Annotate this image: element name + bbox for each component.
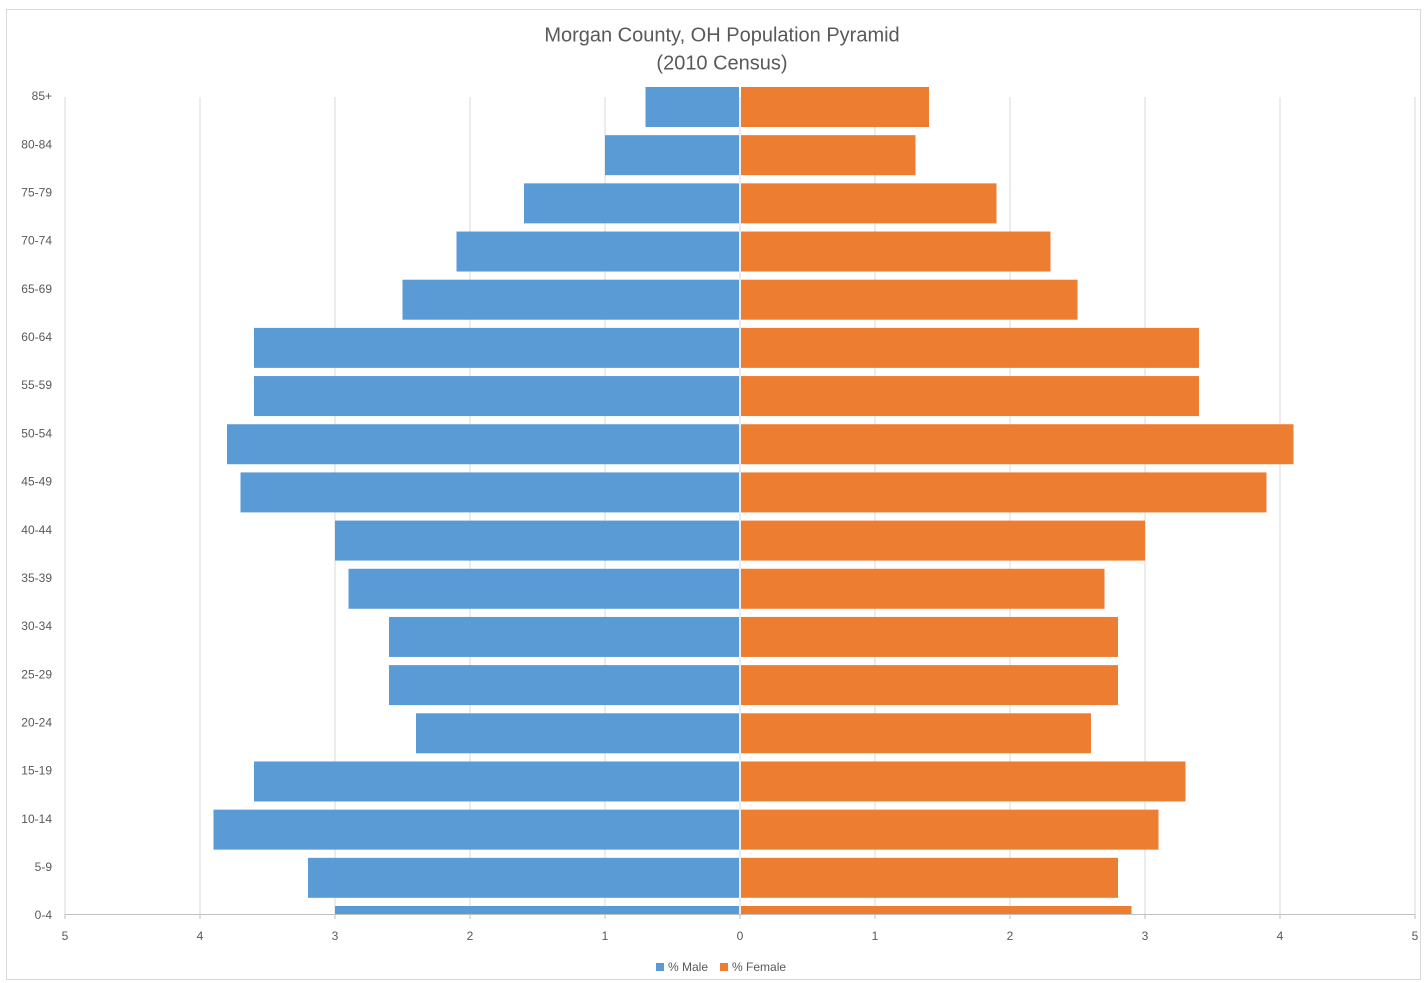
x-tick-label: 5 (62, 929, 69, 943)
bar (524, 183, 739, 224)
y-tick-label: 35-39 (21, 571, 52, 585)
bar (254, 376, 739, 417)
x-tick-label: 5 (1412, 929, 1419, 943)
bar (741, 809, 1159, 850)
bar (645, 87, 739, 127)
y-tick-label: 0-4 (35, 908, 53, 922)
y-tick-label: 20-24 (21, 715, 52, 729)
y-tick-label: 70-74 (21, 234, 52, 248)
x-tick-label: 1 (602, 929, 609, 943)
bar (389, 616, 739, 657)
bar (605, 135, 739, 176)
bar (741, 616, 1118, 657)
y-tick-label: 5-9 (35, 860, 53, 874)
legend-label: % Male (668, 960, 708, 974)
bar (348, 568, 739, 609)
bar (741, 906, 1132, 914)
legend-swatch (720, 963, 729, 971)
bar (741, 183, 997, 224)
bar (741, 520, 1145, 561)
x-tick-label: 3 (1142, 929, 1149, 943)
y-tick-label: 75-79 (21, 186, 52, 200)
bar (456, 231, 739, 272)
bar (227, 424, 739, 465)
bar (240, 472, 739, 513)
bar (416, 713, 739, 754)
x-tick-label: 2 (1007, 929, 1014, 943)
bar (254, 327, 739, 368)
legend-label: % Female (732, 960, 786, 974)
y-tick-label: 80-84 (21, 137, 52, 151)
y-tick-label: 25-29 (21, 667, 52, 681)
y-tick-label: 40-44 (21, 523, 52, 537)
chart-title: Morgan County, OH Population Pyramid (544, 24, 899, 46)
bar (741, 327, 1199, 368)
legend-swatch (656, 963, 664, 971)
y-tick-label: 60-64 (21, 330, 52, 344)
bar (741, 761, 1186, 802)
bar (741, 135, 916, 176)
x-tick-label: 3 (332, 929, 339, 943)
bar (389, 665, 739, 706)
bar (254, 761, 739, 802)
x-tick-label: 4 (1277, 929, 1284, 943)
bar (402, 279, 739, 320)
y-tick-label: 85+ (32, 89, 52, 103)
y-tick-label: 10-14 (21, 812, 52, 826)
y-tick-label: 45-49 (21, 475, 52, 489)
bar (741, 231, 1051, 272)
x-tick-label: 0 (737, 929, 744, 943)
y-tick-label: 65-69 (21, 282, 52, 296)
x-tick-label: 1 (872, 929, 879, 943)
y-tick-label: 55-59 (21, 378, 52, 392)
bar (741, 857, 1118, 898)
y-tick-label: 30-34 (21, 619, 52, 633)
bar (741, 376, 1199, 417)
bar (741, 424, 1294, 465)
bar (741, 665, 1118, 706)
bar (741, 568, 1105, 609)
bar (213, 809, 739, 850)
y-tick-label: 15-19 (21, 764, 52, 778)
chart-subtitle: (2010 Census) (656, 52, 787, 74)
bar (741, 279, 1078, 320)
bar (741, 713, 1091, 754)
bar (335, 520, 739, 561)
bar (308, 857, 739, 898)
bar (741, 472, 1267, 513)
bar (335, 906, 739, 914)
x-tick-label: 4 (197, 929, 204, 943)
x-tick-label: 2 (467, 929, 474, 943)
bar (741, 87, 929, 127)
y-tick-label: 50-54 (21, 426, 52, 440)
